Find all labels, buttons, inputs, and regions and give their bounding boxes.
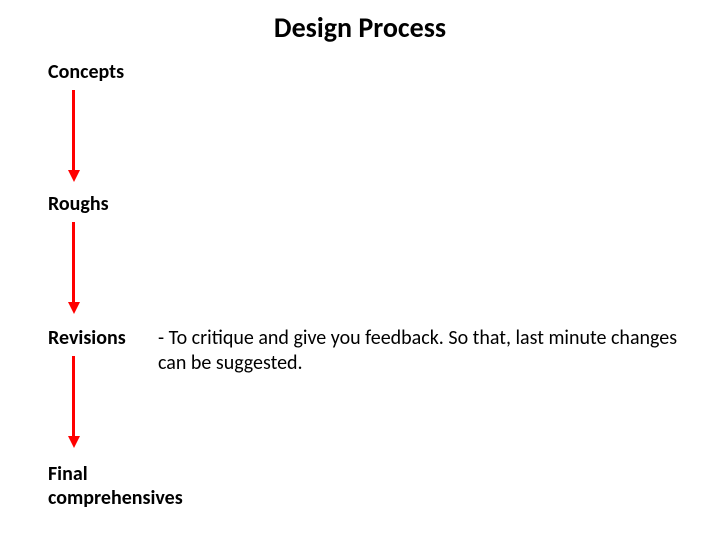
stage-concepts: Concepts [48,60,124,84]
stage-revisions: Revisions [48,326,126,350]
stage-final: Final comprehensives [48,462,183,510]
diagram-canvas: Design Process Concepts Roughs Revisions… [0,0,720,540]
revisions-description: - To critique and give you feedback. So … [158,326,678,376]
page-title: Design Process [0,10,720,45]
stage-roughs: Roughs [48,192,109,216]
